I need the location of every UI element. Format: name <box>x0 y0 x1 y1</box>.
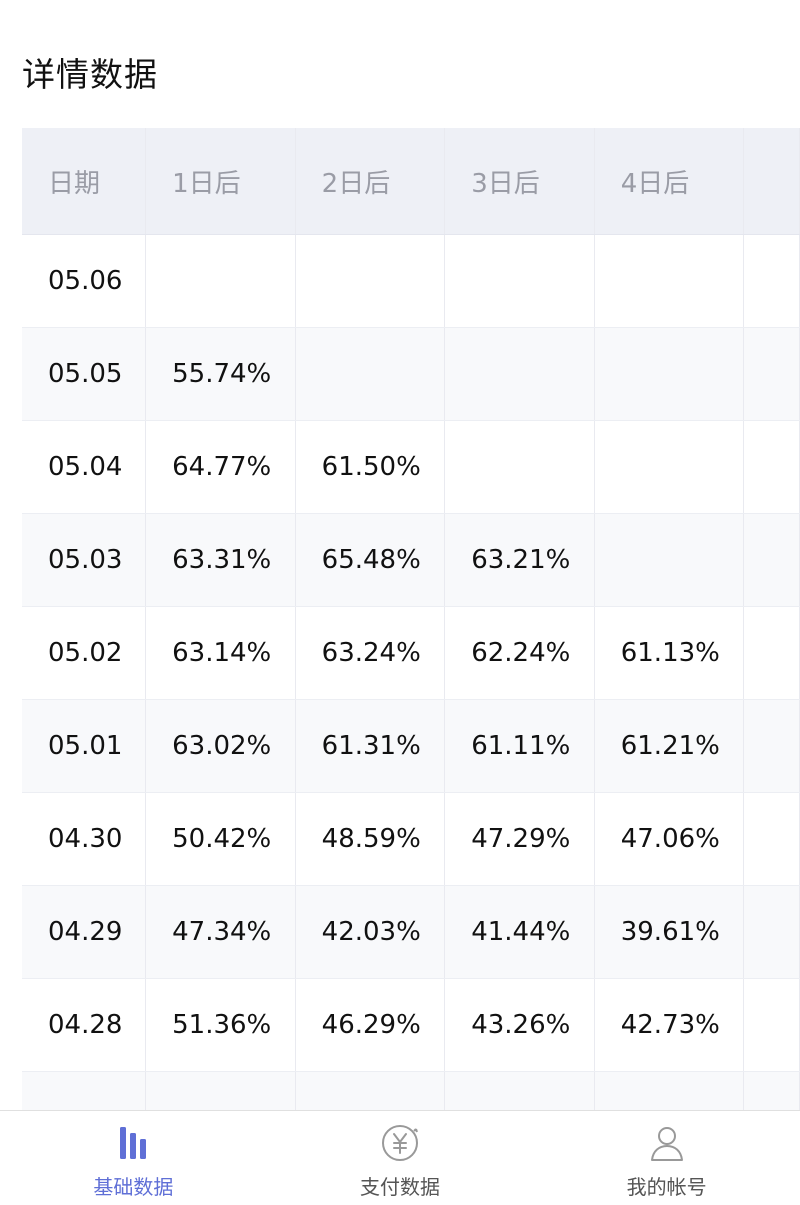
day-5-cell <box>743 1071 800 1110</box>
day-4-cell: 42.73% <box>594 978 745 1072</box>
table-row: 05.05 55.74% <box>22 327 800 421</box>
table-header-row: 日期 1日后 2日后 3日后 4日后 <box>22 128 800 235</box>
yuan-circle-icon <box>382 1125 418 1161</box>
tab-label: 我的帐号 <box>626 1175 707 1199</box>
tab-my-account[interactable]: 我的帐号 <box>533 1111 800 1205</box>
day-2-cell: 63.24% <box>295 606 446 700</box>
day-2-cell: 65.48% <box>295 513 446 607</box>
day-3-cell <box>444 327 595 421</box>
day-5-cell <box>743 978 800 1072</box>
day-2-cell: 61.50% <box>295 420 446 514</box>
day-5-cell <box>743 513 800 607</box>
tab-payment-data[interactable]: 支付数据 <box>267 1111 534 1205</box>
day-3-cell: 63.21% <box>444 513 595 607</box>
header-day-5-partial <box>743 128 800 235</box>
date-cell: 05.02 <box>22 606 147 700</box>
day-1-cell: 47.34% <box>145 885 296 979</box>
user-icon <box>650 1127 683 1161</box>
day-2-cell: 61.31% <box>295 699 446 793</box>
tab-label: 支付数据 <box>360 1175 440 1199</box>
detail-data-table: 日期 1日后 2日后 3日后 4日后 05.06 05.05 55.74% 05.04… <box>22 128 800 1110</box>
day-4-cell <box>594 513 745 607</box>
day-1-cell: 63.14% <box>145 606 296 700</box>
bar-chart-icon <box>120 1127 147 1159</box>
day-5-cell <box>743 885 800 979</box>
table-row: 05.03 63.31% 65.48% 63.21% <box>22 513 800 607</box>
date-cell: 05.04 <box>22 420 147 514</box>
day-3-cell: 41.44% <box>444 885 595 979</box>
day-2-cell <box>295 327 446 421</box>
day-1-cell <box>145 234 296 328</box>
header-date: 日期 <box>22 128 147 235</box>
tab-basic-data[interactable]: 基础数据 <box>0 1111 267 1205</box>
date-cell: 04.30 <box>22 792 147 886</box>
day-1-cell: 55.74% <box>145 327 296 421</box>
table-row: 05.01 63.02% 61.31% 61.11% 61.21% <box>22 699 800 793</box>
day-1-cell: 51.36% <box>145 978 296 1072</box>
day-2-cell <box>295 1071 446 1110</box>
date-cell: 05.03 <box>22 513 147 607</box>
day-3-cell: 61.11% <box>444 699 595 793</box>
day-4-cell: 61.21% <box>594 699 745 793</box>
day-4-cell: 61.13% <box>594 606 745 700</box>
day-4-cell <box>594 420 745 514</box>
day-4-cell <box>594 234 745 328</box>
header-day-4: 4日后 <box>594 128 745 235</box>
day-1-cell: 64.77% <box>145 420 296 514</box>
table-row: 05.06 <box>22 234 800 328</box>
day-3-cell <box>444 420 595 514</box>
day-5-cell <box>743 699 800 793</box>
date-cell <box>22 1071 147 1110</box>
day-5-cell <box>743 420 800 514</box>
header-day-3: 3日后 <box>444 128 595 235</box>
day-1-cell <box>145 1071 296 1110</box>
day-1-cell: 50.42% <box>145 792 296 886</box>
day-3-cell <box>444 234 595 328</box>
day-5-cell <box>743 327 800 421</box>
day-3-cell: 43.26% <box>444 978 595 1072</box>
day-1-cell: 63.31% <box>145 513 296 607</box>
day-3-cell: 47.29% <box>444 792 595 886</box>
header-day-2: 2日后 <box>295 128 446 235</box>
day-2-cell <box>295 234 446 328</box>
day-5-cell <box>743 792 800 886</box>
table-row: 04.28 51.36% 46.29% 43.26% 42.73% <box>22 978 800 1072</box>
day-4-cell: 47.06% <box>594 792 745 886</box>
date-cell: 05.06 <box>22 234 147 328</box>
day-2-cell: 48.59% <box>295 792 446 886</box>
table-row: 04.29 47.34% 42.03% 41.44% 39.61% <box>22 885 800 979</box>
day-4-cell <box>594 327 745 421</box>
date-cell: 04.29 <box>22 885 147 979</box>
day-5-cell <box>743 234 800 328</box>
date-cell: 05.05 <box>22 327 147 421</box>
detail-table-container[interactable]: 日期 1日后 2日后 3日后 4日后 05.06 05.05 55.74% 05.04… <box>22 128 800 1110</box>
day-2-cell: 42.03% <box>295 885 446 979</box>
header-day-1: 1日后 <box>145 128 296 235</box>
tab-label: 基础数据 <box>93 1175 174 1199</box>
table-row: 04.30 50.42% 48.59% 47.29% 47.06% <box>22 792 800 886</box>
date-cell: 04.28 <box>22 978 147 1072</box>
day-5-cell <box>743 606 800 700</box>
table-row: 05.04 64.77% 61.50% <box>22 420 800 514</box>
day-4-cell: 39.61% <box>594 885 745 979</box>
bottom-tab-bar: 基础数据 支付数据 我的帐号 <box>0 1110 800 1205</box>
day-1-cell: 63.02% <box>145 699 296 793</box>
table-row <box>22 1071 800 1110</box>
table-row: 05.02 63.14% 63.24% 62.24% 61.13% <box>22 606 800 700</box>
day-2-cell: 46.29% <box>295 978 446 1072</box>
day-3-cell <box>444 1071 595 1110</box>
date-cell: 05.01 <box>22 699 147 793</box>
day-4-cell <box>594 1071 745 1110</box>
day-3-cell: 62.24% <box>444 606 595 700</box>
page-title: 详情数据 <box>22 55 158 94</box>
